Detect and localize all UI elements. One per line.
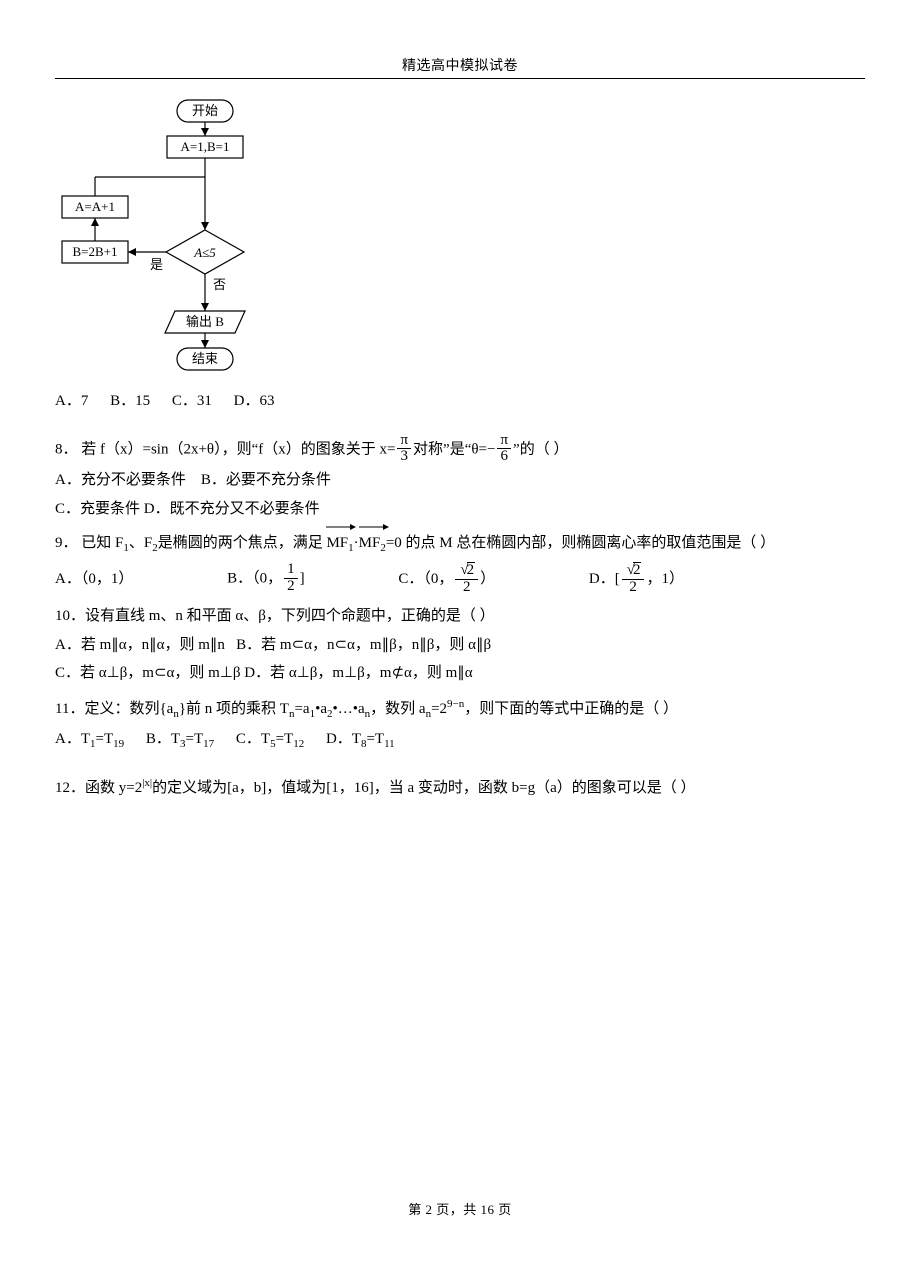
q10-opt-d: D．若 α⊥β，m⊥β，m⊄α，则 m∥α [244,665,472,681]
q8-frac2: π6 [497,433,511,466]
q11-opt-b: B．T3=T17 [146,725,214,755]
q9-c: 是椭圆的两个焦点，满足 [158,535,323,551]
flow-no-label: 否 [213,277,226,292]
flow-start-label: 开始 [192,103,218,118]
q8-opt-d: D．既不充分又不必要条件 [144,501,320,517]
q11-stem: 11．定义：数列{an}前 n 项的乘积 Tn=a1•a2•…•an，数列 an… [55,694,865,725]
flow-incB-label: B=2B+1 [72,244,117,259]
q12-stem: 12．函数 y=2|x|的定义域为[a，b]，值域为[1，16]，当 a 变动时… [55,773,865,803]
q10-line1: A．若 m∥α，n∥α，则 m∥n B．若 m⊂α，n⊂α，m∥β，n∥β，则 … [55,631,865,660]
q9-vec2: MF2 [359,529,386,559]
q8-frac1: π3 [397,433,411,466]
q11-opt-a: A．T1=T19 [55,725,124,755]
q9-d: =0 的点 M 总在椭圆内部，则椭圆离心率的取值范围是（ ） [386,535,775,551]
q8-options-2: C．充要条件 D．既不充分又不必要条件 [55,495,865,524]
q7-opt-a: A．7 [55,387,88,416]
q9-opt-c: C．（0，22） [398,563,495,597]
q9-opt-a: A．（0，1） [55,565,133,594]
header-title: 精选高中模拟试卷 [402,59,518,74]
q8-text-a: 8． 若 f（x）=sin（2x+θ），则“f（x）的图象关于 x= [55,441,395,457]
body: A．7 B．15 C．31 D．63 8． 若 f（x）=sin（2x+θ），则… [55,387,865,802]
q9-stem: 9． 已知 F1、F2是椭圆的两个焦点，满足 MF1·MF2=0 的点 M 总在… [55,529,865,559]
q10-stem: 10．设有直线 m、n 和平面 α、β，下列四个命题中，正确的是（ ） [55,602,865,631]
q9-b: 、F [129,535,152,551]
q9-a: 9． 已知 F [55,535,123,551]
q7-opt-d: D．63 [234,387,275,416]
q10-opt-c: C．若 α⊥β，m⊂α，则 m⊥β [55,665,241,681]
q7-options: A．7 B．15 C．31 D．63 [55,387,865,416]
q8-text-b: 对称”是“θ=− [413,441,495,457]
q9-vec1: MF1 [326,529,353,559]
q7-opt-b: B．15 [110,387,150,416]
q11-options: A．T1=T19 B．T3=T17 C．T5=T12 D．T8=T11 [55,725,865,755]
q7-opt-c: C．31 [172,387,212,416]
flow-end-label: 结束 [192,351,218,366]
page-header: 精选高中模拟试卷 [55,55,865,78]
q8-opt-b: B．必要不充分条件 [201,472,331,488]
q10-line2: C．若 α⊥β，m⊂α，则 m⊥β D．若 α⊥β，m⊥β，m⊄α，则 m∥α [55,659,865,688]
q11-opt-d: D．T8=T11 [326,725,395,755]
flow-decide-label: A≤5 [193,245,216,260]
page: 精选高中模拟试卷 [0,0,920,1273]
q8-text-c: ”的（ ） [513,441,568,457]
q9-opt-b: B．（0，12] [227,563,305,596]
header-rule [55,78,865,79]
q8-options-1: A．充分不必要条件 B．必要不充分条件 [55,466,865,495]
q11-opt-c: C．T5=T12 [236,725,304,755]
flowchart: 开始 A=1,B=1 A≤5 B=2B+1 A=A+1 输出 B 结束 是 否 [55,97,275,387]
q9-options: A．（0，1） B．（0，12] C．（0，22） D．[22，1） [55,563,865,597]
q8-stem: 8． 若 f（x）=sin（2x+θ），则“f（x）的图象关于 x=π3对称”是… [55,434,865,467]
flow-init-label: A=1,B=1 [181,139,230,154]
flow-output-label: 输出 B [186,314,224,329]
flow-yes-label: 是 [150,257,163,272]
q10-opt-a: A．若 m∥α，n∥α，则 m∥n [55,637,225,653]
q10-opt-b: B．若 m⊂α，n⊂α，m∥β，n∥β，则 α∥β [236,637,491,653]
q9-opt-d: D．[22，1） [589,563,684,597]
footer-total: 16 [481,1202,495,1217]
flow-incA-label: A=A+1 [75,199,115,214]
page-footer: 第 2 页，共 16 页 [0,1199,920,1218]
q8-opt-c: C．充要条件 [55,501,140,517]
q8-opt-a: A．充分不必要条件 [55,472,186,488]
